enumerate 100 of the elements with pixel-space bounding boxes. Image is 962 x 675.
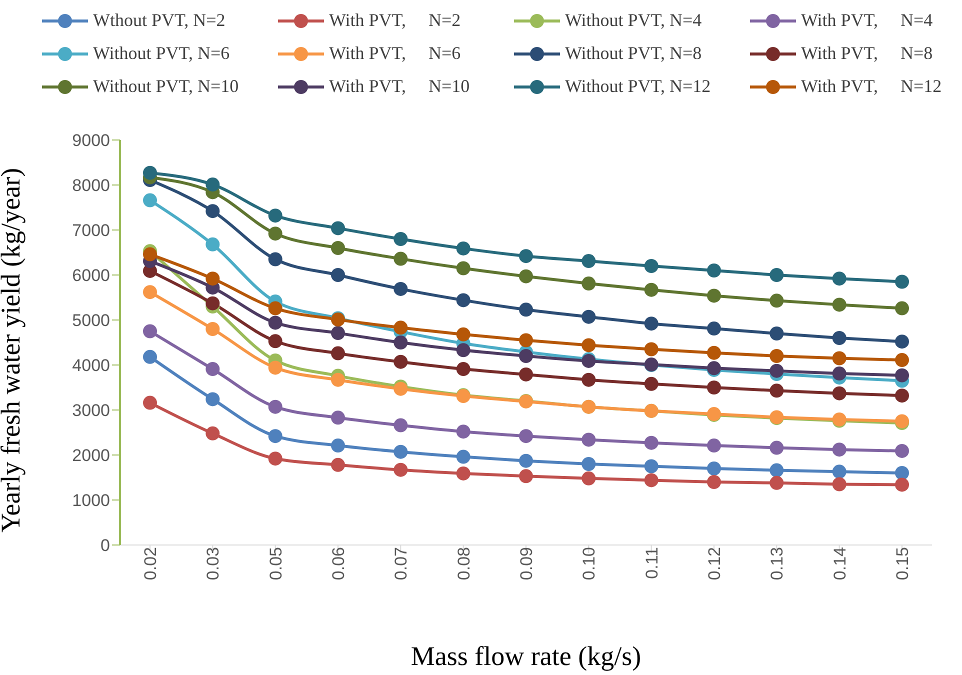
point [832, 477, 846, 492]
legend-label: Without PVT, N=10 [93, 76, 239, 97]
y-tick-label: 2000 [72, 446, 110, 466]
point [582, 254, 596, 268]
point [268, 400, 282, 414]
point [519, 333, 533, 348]
point [206, 392, 220, 406]
point [456, 424, 470, 439]
x-tick-label: 0.15 [893, 547, 912, 580]
y-tick-label: 5000 [72, 311, 110, 330]
point [519, 469, 533, 484]
point [206, 296, 220, 310]
x-tick-label: 0.11 [642, 547, 662, 579]
point [707, 346, 721, 360]
point [644, 459, 658, 474]
point [770, 326, 784, 340]
point [331, 326, 345, 340]
x-tick-label: 0.08 [454, 547, 474, 580]
legend-label: With PVT, N=8 [801, 43, 933, 64]
y-tick-label: 6000 [72, 266, 110, 286]
point [268, 252, 282, 266]
point [895, 444, 909, 458]
point [394, 336, 408, 350]
point [582, 432, 596, 447]
point [582, 471, 596, 486]
point [331, 268, 345, 282]
y-tick-label: 7000 [72, 221, 110, 240]
point [268, 360, 282, 375]
point [456, 450, 470, 464]
point [206, 237, 220, 252]
legend-label: With PVT, N=12 [801, 76, 942, 97]
point [895, 466, 909, 480]
point [770, 476, 784, 490]
point [582, 276, 596, 291]
point [456, 327, 470, 342]
legend-label: With PVT, N=4 [801, 10, 933, 31]
y-tick-label: 3000 [72, 401, 110, 420]
point [394, 418, 408, 432]
x-tick-label: 0.14 [830, 547, 850, 580]
point [143, 247, 157, 262]
point [832, 298, 846, 312]
point [770, 268, 784, 282]
point [519, 269, 533, 284]
point [707, 264, 721, 278]
point [832, 331, 846, 345]
y-tick-label: 4000 [72, 356, 110, 376]
legend-label: Without PVT, N=4 [565, 10, 702, 31]
point [331, 458, 345, 472]
x-tick-label: 0.09 [517, 547, 536, 580]
point [895, 274, 909, 289]
point [644, 342, 658, 356]
point [832, 464, 846, 479]
point [456, 293, 470, 308]
legend-label: With PVT, N=6 [329, 43, 461, 64]
x-tick-label: 0.13 [768, 547, 787, 580]
point [519, 367, 533, 382]
point [268, 208, 282, 223]
point [770, 463, 784, 478]
point [707, 380, 721, 394]
legend-label: Without PVT, N=12 [565, 76, 711, 97]
point [832, 272, 846, 286]
x-tick-label: 0.02 [141, 547, 160, 580]
point [519, 454, 533, 468]
point [770, 349, 784, 363]
point [394, 354, 408, 369]
point [394, 320, 408, 335]
point [519, 429, 533, 444]
point [268, 226, 282, 241]
point [832, 386, 846, 400]
point [832, 442, 846, 457]
point [895, 334, 909, 349]
x-axis-title: Mass flow rate (kg/s) [410, 641, 642, 671]
point [895, 301, 909, 316]
y-tick-label: 8000 [72, 176, 110, 196]
point [143, 350, 157, 364]
legend-label: Wthout PVT, N=2 [93, 10, 226, 31]
point [707, 475, 721, 489]
point [331, 372, 345, 387]
point [331, 346, 345, 360]
point [268, 301, 282, 316]
point [707, 438, 721, 453]
point [206, 362, 220, 376]
point [268, 452, 282, 466]
point [519, 249, 533, 264]
point [770, 294, 784, 308]
x-tick-label: 0.10 [580, 547, 599, 580]
point [582, 310, 596, 324]
y-tick-label: 9000 [72, 131, 110, 150]
x-tick-label: 0.05 [266, 547, 286, 580]
point [895, 388, 909, 403]
y-axis-title: Yearly fresh water yield (kg/year) [0, 168, 26, 532]
point [707, 288, 721, 303]
point [143, 166, 157, 180]
point [644, 259, 658, 273]
legend-label: With PVT, N=10 [329, 76, 470, 97]
point [394, 232, 408, 246]
point [206, 322, 220, 336]
point [331, 221, 345, 236]
point [582, 372, 596, 387]
point [143, 193, 157, 208]
